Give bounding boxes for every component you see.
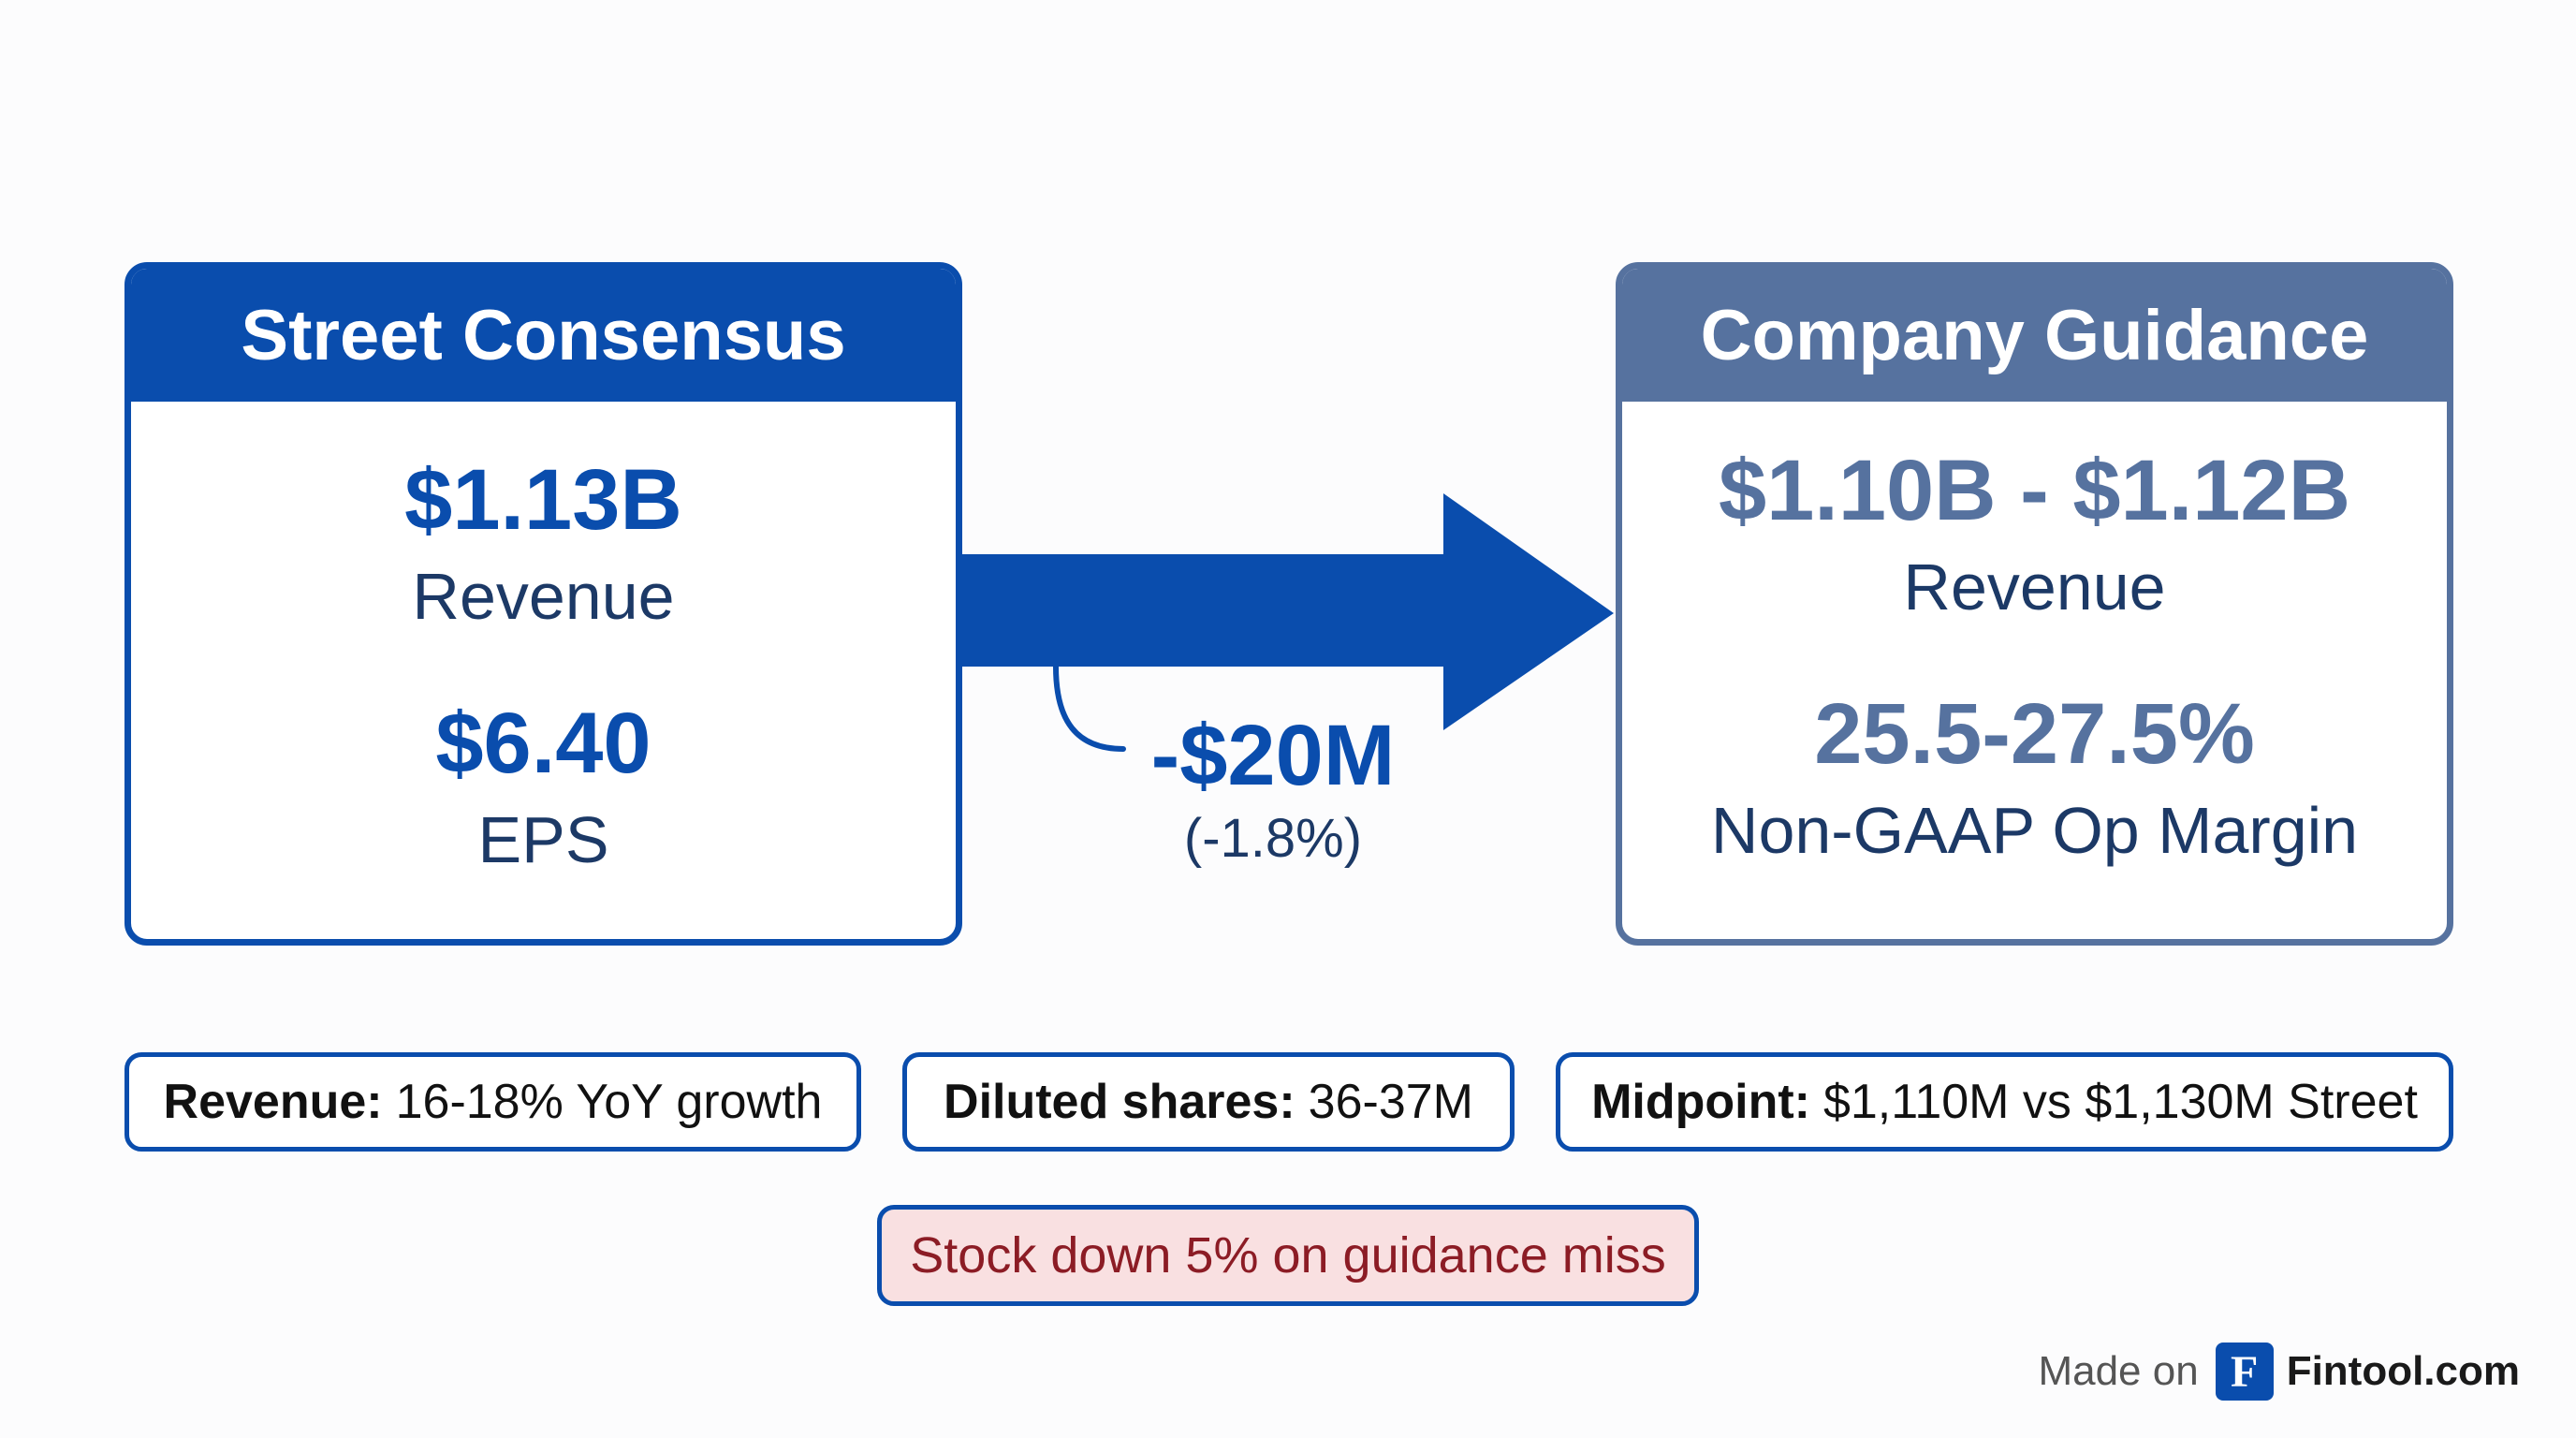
footer-made-on: Made on <box>2038 1348 2199 1394</box>
footer-attribution: Made on F Fintool.com <box>2038 1341 2520 1402</box>
note-diluted-shares: Diluted shares: 36-37M <box>902 1052 1515 1152</box>
note-text: $1,110M vs $1,130M Street <box>1822 1075 2418 1129</box>
company-margin-label: Non-GAAP Op Margin <box>1710 794 2359 867</box>
stock-alert-badge: Stock down 5% on guidance miss <box>877 1205 1699 1306</box>
street-consensus-title: Street Consensus <box>131 269 956 402</box>
street-eps-label: EPS <box>477 803 609 876</box>
arrow-callout-curve <box>1053 664 1126 752</box>
note-revenue-growth: Revenue: 16-18% YoY growth <box>124 1052 861 1152</box>
delta-percent: (-1.8%) <box>1183 808 1363 869</box>
note-label: Diluted shares: <box>944 1075 1295 1129</box>
note-text: 36-37M <box>1308 1075 1473 1129</box>
fintool-logo-icon: F <box>2215 1343 2274 1401</box>
street-revenue-value: $1.13B <box>404 452 682 548</box>
delta-value: -$20M <box>1150 708 1396 803</box>
company-revenue-value: $1.10B - $1.12B <box>1718 443 2351 538</box>
company-revenue-label: Revenue <box>1903 550 2166 624</box>
arrow-shape <box>962 493 1614 730</box>
footer-brand-link[interactable]: Fintool.com <box>2286 1348 2520 1394</box>
note-label: Revenue: <box>163 1075 383 1129</box>
company-margin-value: 25.5-27.5% <box>1814 686 2255 782</box>
street-revenue-label: Revenue <box>412 560 675 633</box>
street-eps-value: $6.40 <box>435 696 651 791</box>
company-guidance-title: Company Guidance <box>1622 269 2447 402</box>
note-label: Midpoint: <box>1591 1075 1810 1129</box>
note-midpoint: Midpoint: $1,110M vs $1,130M Street <box>1556 1052 2453 1152</box>
company-guidance-card: Company Guidance $1.10B - $1.12B Revenue… <box>1616 262 2453 946</box>
note-text: 16-18% YoY growth <box>395 1075 823 1129</box>
street-consensus-card: Street Consensus $1.13B Revenue $6.40 EP… <box>124 262 962 946</box>
